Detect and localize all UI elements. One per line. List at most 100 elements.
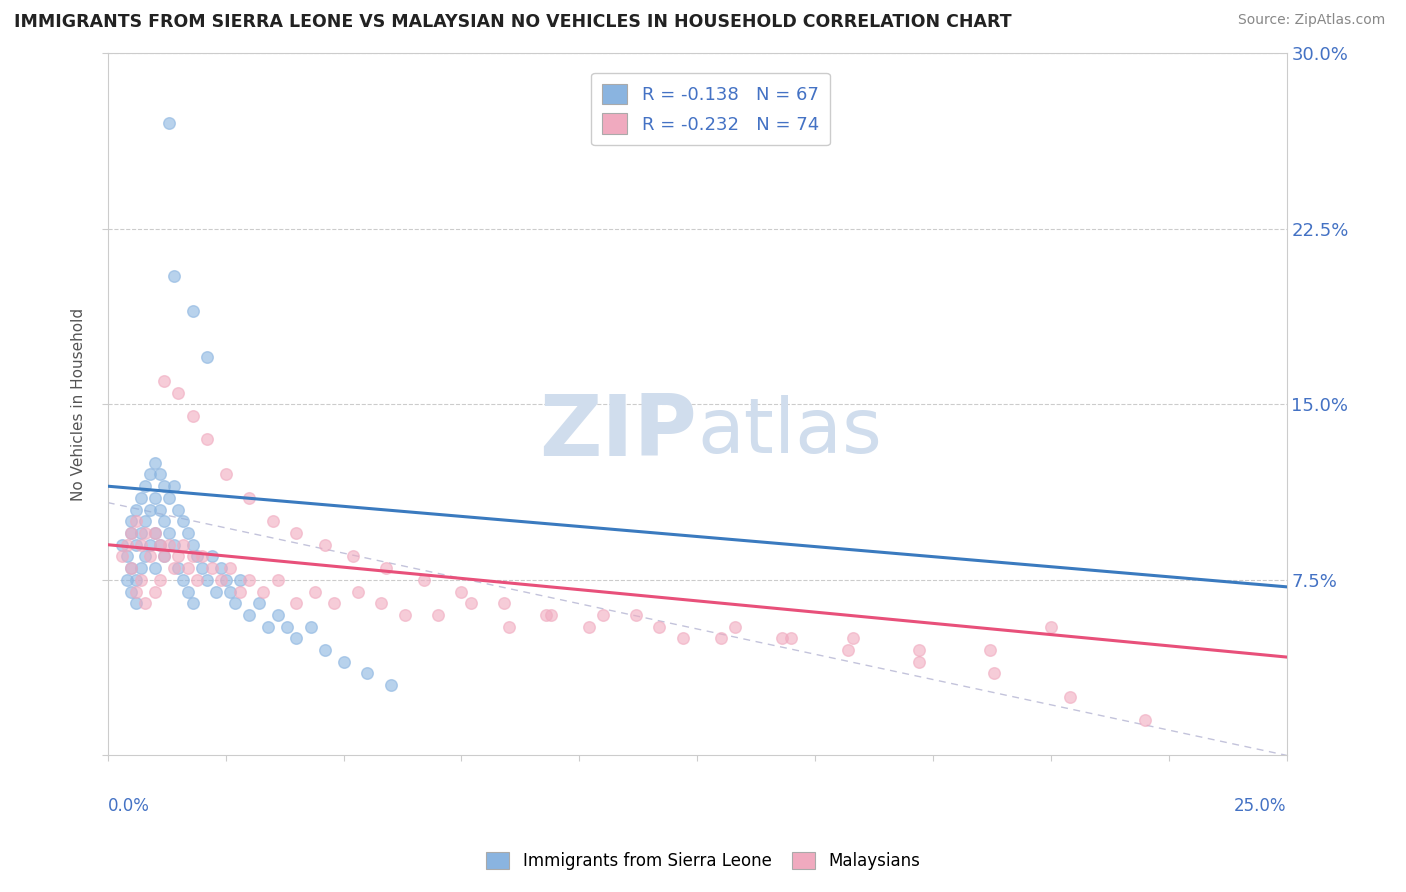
Point: [285, 596, 308, 610]
Point: [1133, 713, 1156, 727]
Point: [536, 607, 558, 622]
Text: 0.0%: 0.0%: [108, 797, 149, 815]
Point: [299, 619, 322, 633]
Legend: R = -0.138   N = 67, R = -0.232   N = 74: R = -0.138 N = 67, R = -0.232 N = 74: [591, 73, 830, 145]
Point: [412, 573, 434, 587]
Point: [276, 619, 298, 633]
Point: [115, 573, 138, 587]
Point: [979, 643, 1001, 657]
Point: [205, 584, 228, 599]
Point: [177, 561, 200, 575]
Point: [143, 561, 166, 575]
Point: [125, 538, 148, 552]
Point: [157, 538, 180, 552]
Text: 25.0%: 25.0%: [1234, 797, 1286, 815]
Point: [181, 549, 204, 564]
Point: [149, 538, 172, 552]
Point: [710, 632, 733, 646]
Text: IMMIGRANTS FROM SIERRA LEONE VS MALAYSIAN NO VEHICLES IN HOUSEHOLD CORRELATION C: IMMIGRANTS FROM SIERRA LEONE VS MALAYSIA…: [14, 13, 1012, 31]
Point: [125, 596, 148, 610]
Point: [375, 561, 398, 575]
Point: [172, 538, 194, 552]
Text: atlas: atlas: [697, 395, 882, 469]
Point: [149, 502, 172, 516]
Point: [191, 561, 214, 575]
Point: [134, 514, 156, 528]
Point: [181, 596, 204, 610]
Point: [219, 561, 242, 575]
Point: [143, 584, 166, 599]
Point: [120, 526, 142, 541]
Point: [648, 619, 671, 633]
Point: [186, 573, 208, 587]
Point: [143, 456, 166, 470]
Point: [111, 538, 134, 552]
Point: [143, 526, 166, 541]
Point: [224, 596, 246, 610]
Point: [139, 538, 162, 552]
Point: [163, 561, 186, 575]
Point: [153, 479, 176, 493]
Point: [153, 374, 176, 388]
Point: [380, 678, 402, 692]
Point: [195, 351, 218, 365]
Point: [153, 549, 176, 564]
Point: [143, 491, 166, 505]
Point: [153, 549, 176, 564]
Y-axis label: No Vehicles in Household: No Vehicles in Household: [72, 308, 86, 500]
Point: [219, 584, 242, 599]
Point: [129, 561, 152, 575]
Point: [139, 502, 162, 516]
Point: [120, 526, 142, 541]
Point: [129, 491, 152, 505]
Point: [672, 632, 695, 646]
Point: [342, 549, 364, 564]
Point: [115, 538, 138, 552]
Point: [115, 549, 138, 564]
Point: [370, 596, 392, 610]
Point: [153, 514, 176, 528]
Point: [266, 573, 288, 587]
Point: [540, 607, 562, 622]
Point: [356, 666, 378, 681]
Point: [592, 607, 614, 622]
Point: [167, 385, 190, 400]
Point: [163, 268, 186, 283]
Point: [229, 584, 252, 599]
Point: [285, 526, 308, 541]
Point: [186, 549, 208, 564]
Point: [125, 584, 148, 599]
Point: [125, 514, 148, 528]
Text: ZIP: ZIP: [540, 391, 697, 474]
Point: [172, 514, 194, 528]
Point: [346, 584, 368, 599]
Point: [181, 538, 204, 552]
Point: [209, 573, 232, 587]
Point: [167, 502, 190, 516]
Point: [460, 596, 482, 610]
Point: [214, 467, 236, 482]
Point: [332, 655, 354, 669]
Point: [200, 561, 222, 575]
Point: [134, 526, 156, 541]
Point: [191, 549, 214, 564]
Point: [134, 479, 156, 493]
Point: [181, 409, 204, 423]
Point: [177, 584, 200, 599]
Point: [247, 596, 270, 610]
Point: [157, 526, 180, 541]
Point: [181, 303, 204, 318]
Point: [195, 433, 218, 447]
Point: [907, 643, 929, 657]
Point: [157, 116, 180, 130]
Point: [724, 619, 747, 633]
Point: [394, 607, 416, 622]
Legend: Immigrants from Sierra Leone, Malaysians: Immigrants from Sierra Leone, Malaysians: [479, 845, 927, 877]
Point: [157, 491, 180, 505]
Point: [129, 573, 152, 587]
Point: [129, 526, 152, 541]
Point: [983, 666, 1005, 681]
Point: [172, 573, 194, 587]
Text: Source: ZipAtlas.com: Source: ZipAtlas.com: [1237, 13, 1385, 28]
Point: [134, 549, 156, 564]
